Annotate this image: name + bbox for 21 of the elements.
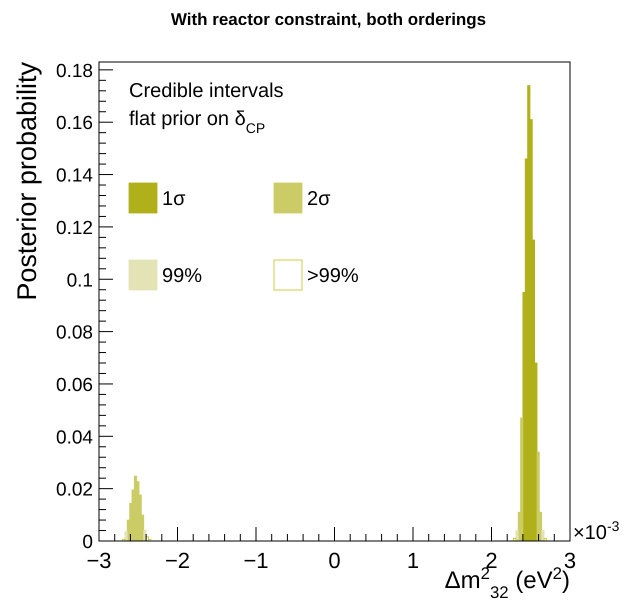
y-tick-label: 0.08 <box>56 322 93 344</box>
legend-title: Credible intervals flat prior on δ$_{CP}$ <box>129 80 284 136</box>
y-tick-label: 0.14 <box>56 166 94 187</box>
x-tick-label: −1 <box>243 548 269 573</box>
x-tick-label: 0 <box>328 548 341 573</box>
legend-label: 1σ <box>162 188 186 210</box>
y-tick-label: 0.12 <box>56 218 93 239</box>
y-tick-label: 0.18 <box>56 60 93 82</box>
legend-label: >99% <box>307 265 359 287</box>
y-axis-title: Posterior probability <box>12 62 42 301</box>
y-tick-label: 0.02 <box>56 480 93 501</box>
y-tick-label: 0.16 <box>56 113 93 134</box>
x-tick-label: 1 <box>406 548 420 573</box>
text: ×10$^{-3}$ <box>573 518 620 544</box>
y-tick-label: 0.06 <box>56 374 93 396</box>
legend-label: 2σ <box>307 188 332 210</box>
legend-label: 99% <box>162 265 202 287</box>
y-tick-label: 0.1 <box>66 270 93 292</box>
chart-title: With reactor constraint, both orderings <box>170 10 486 29</box>
y-tick-label: 0.04 <box>56 427 94 448</box>
x-tick-label: −2 <box>164 548 190 573</box>
